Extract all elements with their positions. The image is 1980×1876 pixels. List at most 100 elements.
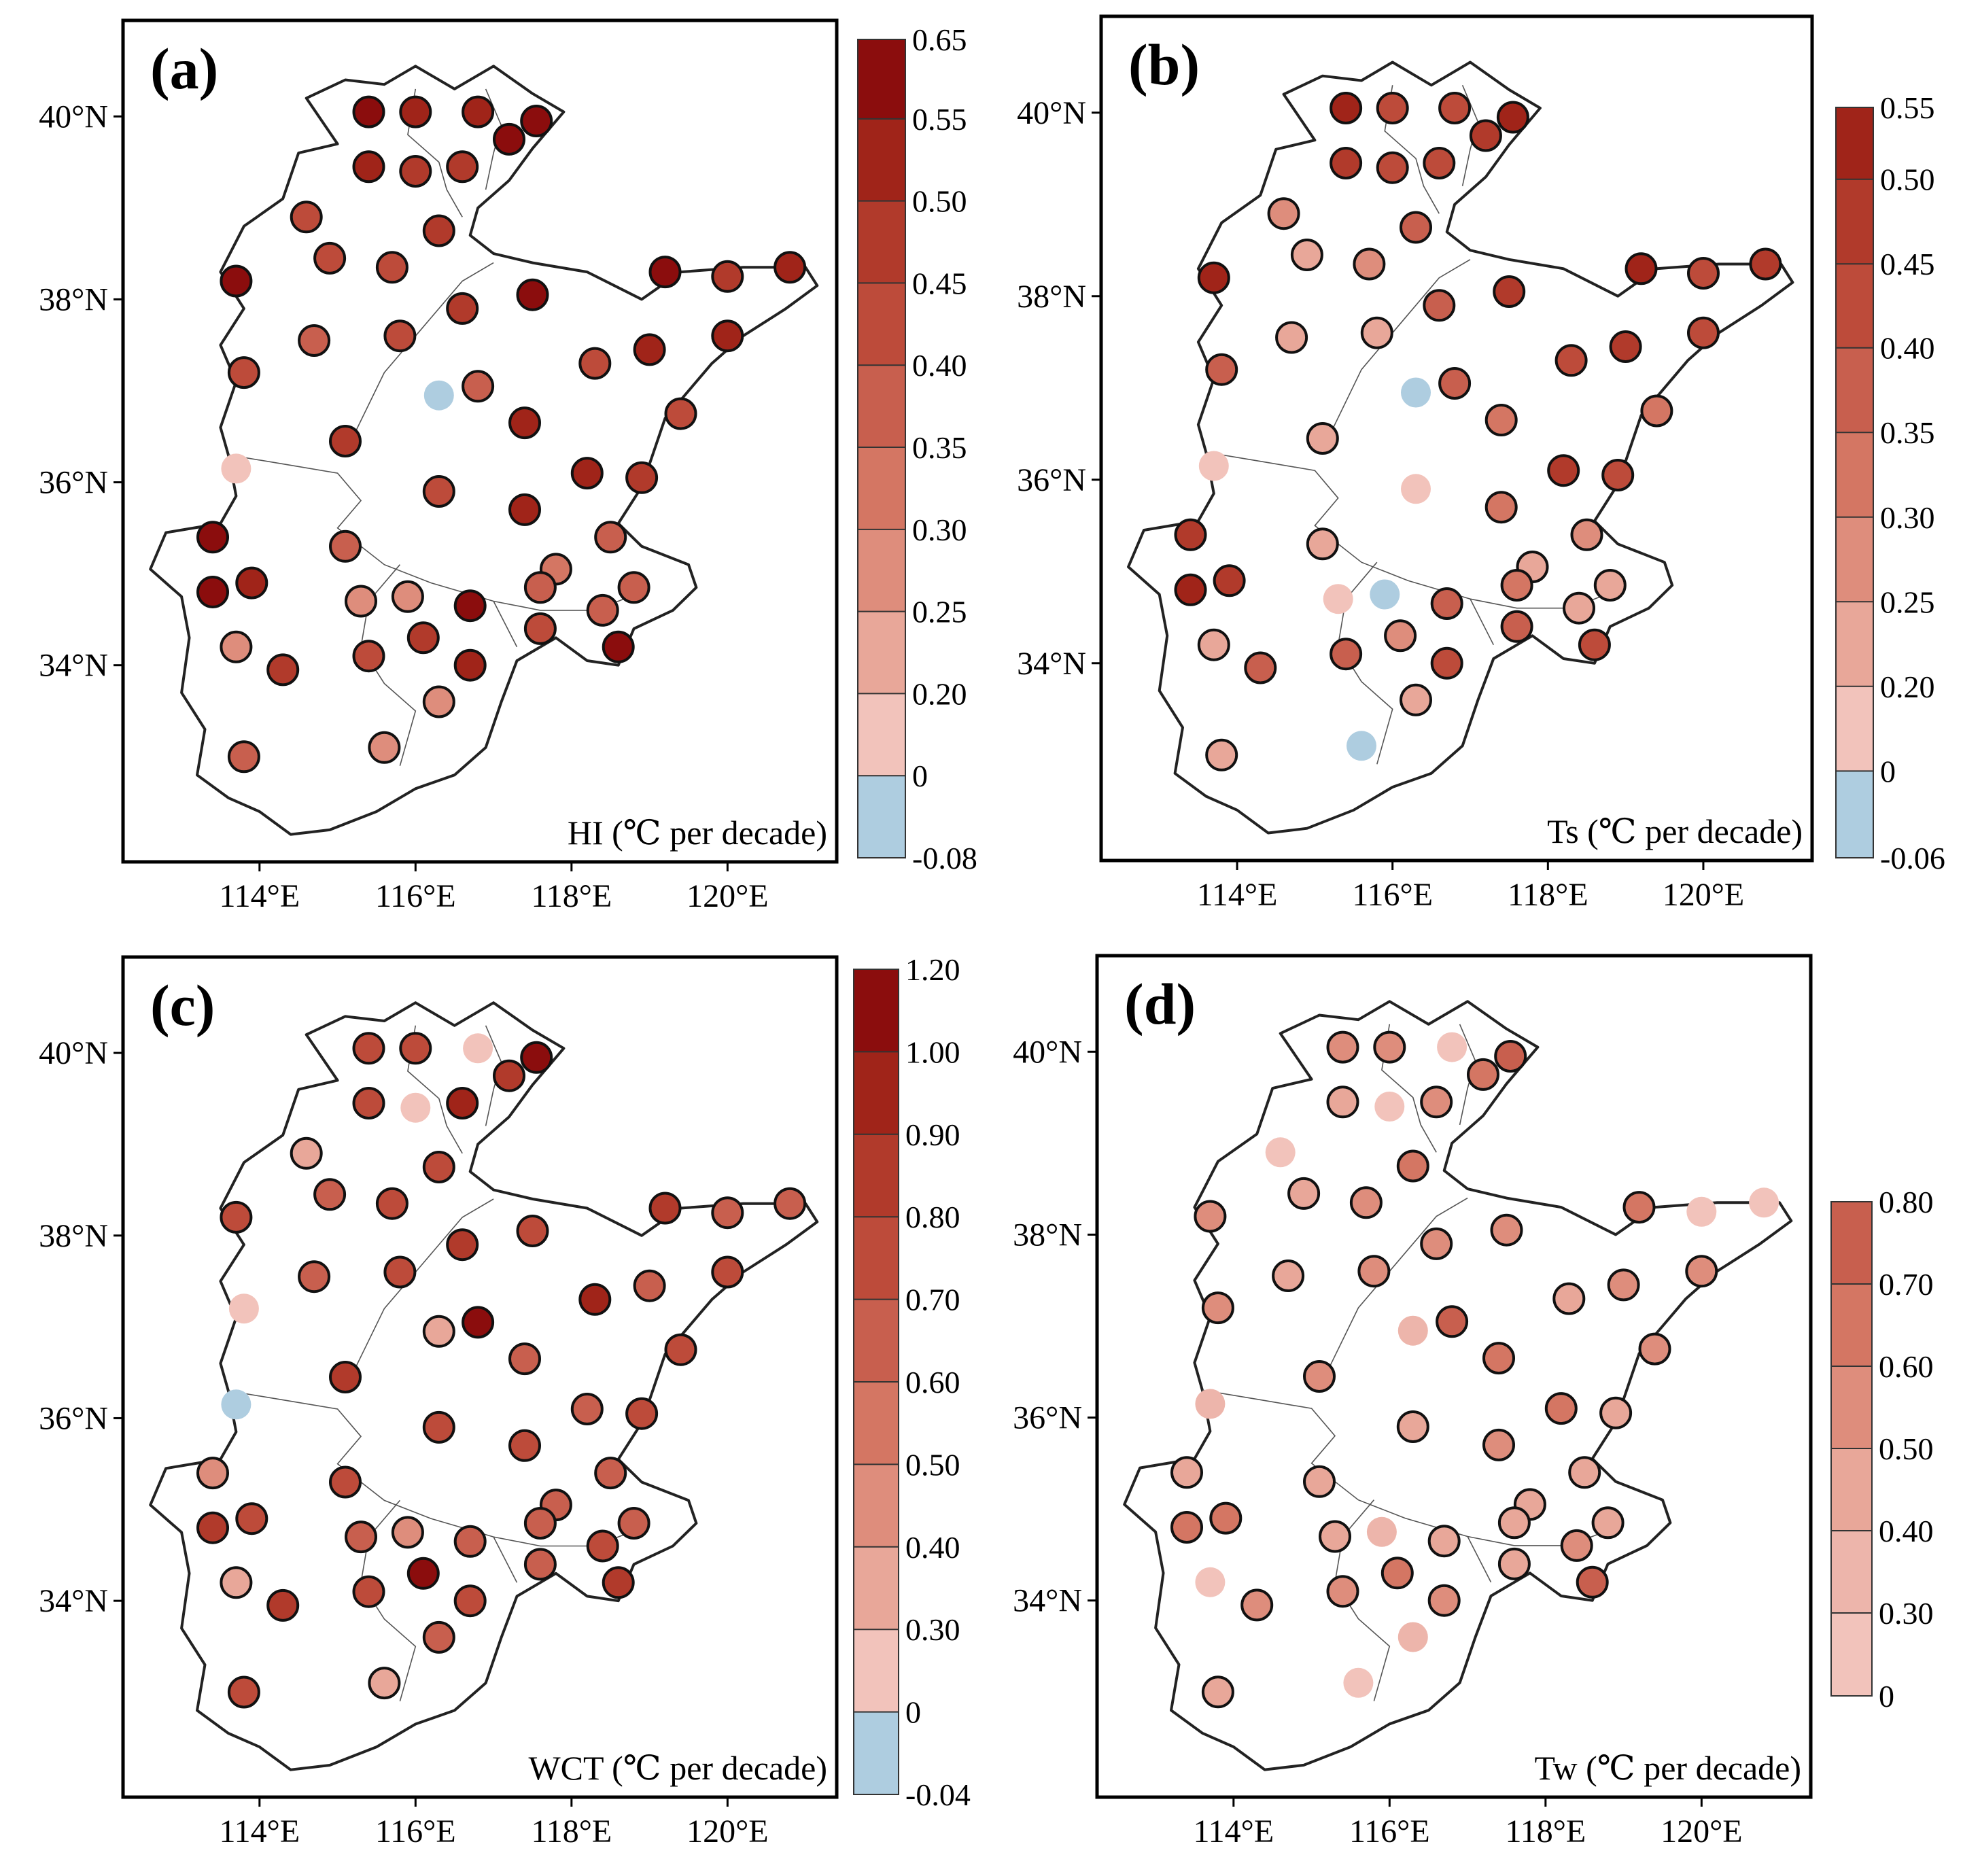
colorbar-label: 0.50 — [1880, 162, 1935, 197]
station-marker — [1373, 1030, 1406, 1064]
station-marker — [1749, 1187, 1779, 1218]
station-marker — [516, 1215, 549, 1247]
station-marker — [196, 521, 229, 554]
panel-caption: WCT (℃ per decade) — [528, 1749, 827, 1787]
station-marker — [1420, 1227, 1453, 1260]
station-marker — [422, 214, 455, 247]
station-marker — [1267, 197, 1300, 230]
colorbar-label: 0.65 — [912, 22, 967, 57]
colorbar-class — [1831, 1613, 1872, 1696]
station-marker — [221, 1389, 251, 1420]
panel-d: 40°N 38°N 36°N 34°N 114°E 116°E 118°E 120°E (d) T… — [1013, 954, 1934, 1849]
region-boundary — [149, 65, 819, 836]
colorbar-class — [858, 611, 905, 694]
station-marker — [1591, 1506, 1625, 1540]
colorbar-label: 0.55 — [1880, 90, 1935, 125]
station-marker — [453, 1584, 487, 1618]
lat-tick-label: 38°N — [1013, 1217, 1082, 1253]
lon-tick-label: 118°E — [531, 878, 612, 914]
station-marker — [1400, 683, 1432, 716]
lat-tick-label: 34°N — [1017, 646, 1086, 682]
station-marker — [1397, 1622, 1428, 1652]
lon-tick-label: 120°E — [1663, 877, 1745, 913]
station-marker — [400, 1092, 431, 1123]
colorbar-label: 0.55 — [912, 102, 967, 137]
station-marker — [446, 1228, 479, 1262]
colorbar-class — [1836, 432, 1873, 517]
station-marker — [1401, 377, 1431, 408]
province-boundary — [1202, 1389, 1616, 1546]
colorbar-label: 0.40 — [912, 348, 967, 383]
colorbar-label: 0.70 — [905, 1283, 960, 1317]
panel-a: 40°N 38°N 36°N 34°N 114°E 116°E 118°E 120°E (a) H… — [39, 18, 977, 914]
colorbar-class — [854, 1712, 899, 1794]
station-marker — [422, 1151, 455, 1183]
station-marker — [422, 685, 455, 718]
station-marker — [1436, 1305, 1469, 1338]
lat-tick-label: 34°N — [39, 648, 108, 684]
lat-tick-label: 40°N — [39, 1035, 108, 1071]
station-marker — [1490, 1213, 1523, 1247]
colorbar-label: 1.20 — [905, 952, 960, 987]
colorbar-frame — [1835, 107, 1874, 858]
station-marker — [383, 1255, 417, 1289]
station-marker — [1170, 1511, 1203, 1544]
station-marker — [1552, 1282, 1586, 1315]
station-marker — [1353, 247, 1386, 281]
colorbar-label: 0.30 — [1879, 1596, 1934, 1631]
station-marker — [625, 461, 659, 494]
station-marker — [1209, 1501, 1243, 1535]
colorbar-class — [1836, 264, 1873, 348]
station-marker — [235, 566, 268, 600]
station-marker — [1397, 1315, 1428, 1346]
station-marker — [375, 1187, 409, 1220]
lat-tick-label: 36°N — [39, 1400, 108, 1436]
station-marker — [422, 1315, 455, 1348]
station-marker — [516, 278, 549, 311]
station-marker — [1494, 1040, 1527, 1073]
station-marker — [196, 1511, 229, 1544]
station-marker — [228, 1293, 259, 1324]
station-marker — [463, 1033, 493, 1064]
station-marker — [423, 380, 454, 411]
colorbar-class — [854, 1299, 899, 1382]
lon-tick-label: 114°E — [1193, 1813, 1274, 1849]
colorbar-class — [1836, 686, 1873, 771]
colorbar-label: 0.80 — [1879, 1185, 1934, 1219]
lon-tick-label: 120°E — [687, 1813, 769, 1849]
station-marker — [399, 155, 432, 188]
station-marker — [520, 1041, 553, 1074]
map-frame — [1095, 954, 1813, 1799]
station-marker — [220, 1566, 253, 1599]
station-marker — [329, 529, 362, 563]
colorbar-label: 0.45 — [1880, 247, 1935, 281]
colorbar-label: 0.25 — [912, 595, 967, 629]
station-marker — [1467, 1058, 1499, 1091]
province-boundary — [493, 1536, 518, 1583]
station-marker — [1287, 1177, 1321, 1210]
station-marker — [1370, 579, 1400, 610]
station-marker — [375, 251, 409, 284]
map-frame — [121, 955, 839, 1799]
station-marker — [462, 1306, 495, 1339]
station-marker — [446, 1087, 479, 1119]
station-marker — [1326, 1085, 1359, 1119]
colorbar-label: 0.30 — [1880, 500, 1935, 535]
station-marker — [352, 1575, 385, 1608]
station-marker — [1599, 1396, 1633, 1429]
colorbar-label: 0.50 — [912, 184, 967, 219]
station-marker — [1323, 584, 1353, 614]
colorbar-label: 0.40 — [1879, 1514, 1934, 1548]
colorbar-class — [854, 1546, 899, 1630]
province-boundary — [493, 601, 518, 648]
station-marker — [1174, 518, 1207, 551]
station-marker — [1343, 1667, 1374, 1698]
station-marker — [1420, 1085, 1453, 1119]
station-marker — [1482, 1342, 1515, 1375]
station-marker — [1544, 1392, 1578, 1425]
colorbar-class — [854, 969, 899, 1052]
colorbar-class — [858, 693, 905, 776]
colorbar-label: 0.90 — [905, 1117, 960, 1152]
colorbar-class — [1836, 517, 1873, 602]
station-marker — [329, 1361, 362, 1393]
